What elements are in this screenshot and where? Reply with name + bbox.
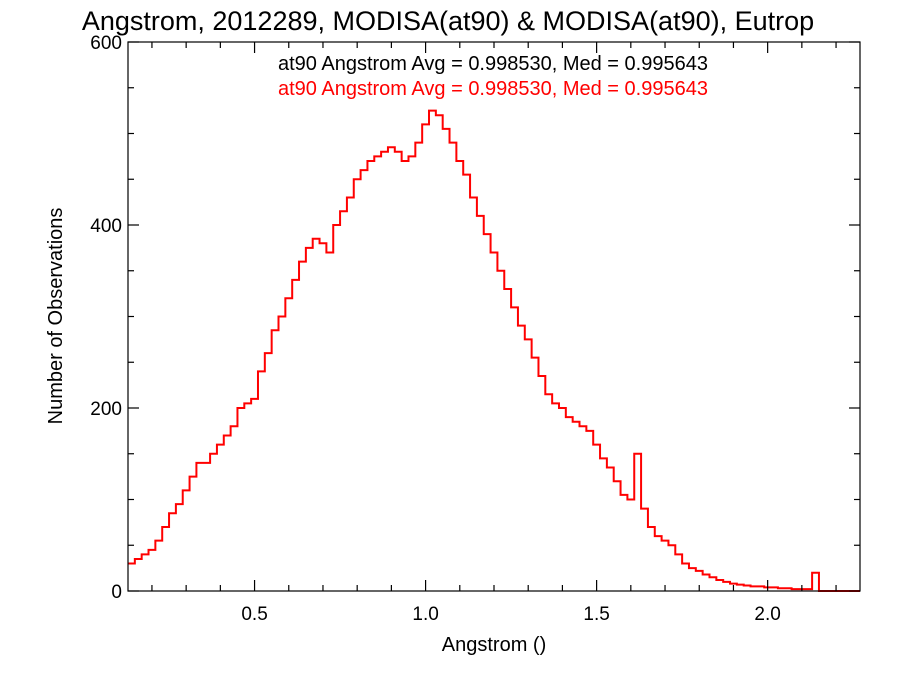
- y-tick-label: 0: [111, 582, 122, 603]
- x-tick-label: 1.0: [412, 604, 438, 625]
- y-tick-label: 200: [90, 399, 122, 420]
- x-tick-label: 0.5: [241, 604, 267, 625]
- y-tick-label: 400: [90, 216, 122, 237]
- y-axis-label: Number of Observations: [45, 208, 67, 425]
- x-axis-label: Angstrom (): [442, 634, 546, 656]
- histogram-series-line: [128, 109, 860, 592]
- chart-title: Angstrom, 2012289, MODISA(at90) & MODISA…: [82, 6, 814, 36]
- legend-entry-black: at90 Angstrom Avg = 0.998530, Med = 0.99…: [278, 53, 708, 75]
- y-tick-label: 600: [90, 33, 122, 54]
- x-tick-label: 1.5: [583, 604, 609, 625]
- plot-frame: [127, 41, 861, 592]
- tick-layer: 0.5 1.0 1.5 2.0 0 200 400 600: [90, 33, 860, 625]
- x-tick-label: 2.0: [754, 604, 780, 625]
- plot-area: 0.5 1.0 1.5 2.0 0 200 400 600: [90, 33, 861, 625]
- series-layer: [128, 109, 860, 592]
- legend-entry-red: at90 Angstrom Avg = 0.998530, Med = 0.99…: [278, 78, 708, 100]
